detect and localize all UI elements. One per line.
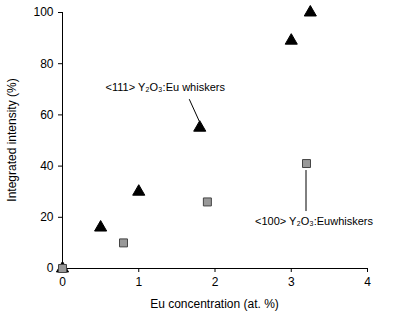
- svg-text:Integrated intensity (%): Integrated intensity (%): [5, 78, 19, 201]
- svg-text:80: 80: [40, 57, 54, 71]
- svg-text:100: 100: [33, 5, 53, 19]
- svg-text:<100> Y₂O₃:Euwhiskers: <100> Y₂O₃:Euwhiskers: [255, 215, 373, 227]
- svg-text:60: 60: [40, 108, 54, 122]
- svg-text:3: 3: [288, 275, 295, 289]
- svg-text:Eu concentration (at. %): Eu concentration (at. %): [150, 297, 279, 311]
- svg-text:1: 1: [135, 275, 142, 289]
- svg-text:40: 40: [40, 159, 54, 173]
- svg-text:0: 0: [59, 275, 66, 289]
- svg-text:2: 2: [212, 275, 219, 289]
- svg-text:0: 0: [47, 261, 54, 275]
- svg-text:4: 4: [364, 275, 371, 289]
- svg-text:<111> Y₂O₃:Eu whiskers: <111> Y₂O₃:Eu whiskers: [106, 81, 226, 93]
- svg-text:20: 20: [40, 210, 54, 224]
